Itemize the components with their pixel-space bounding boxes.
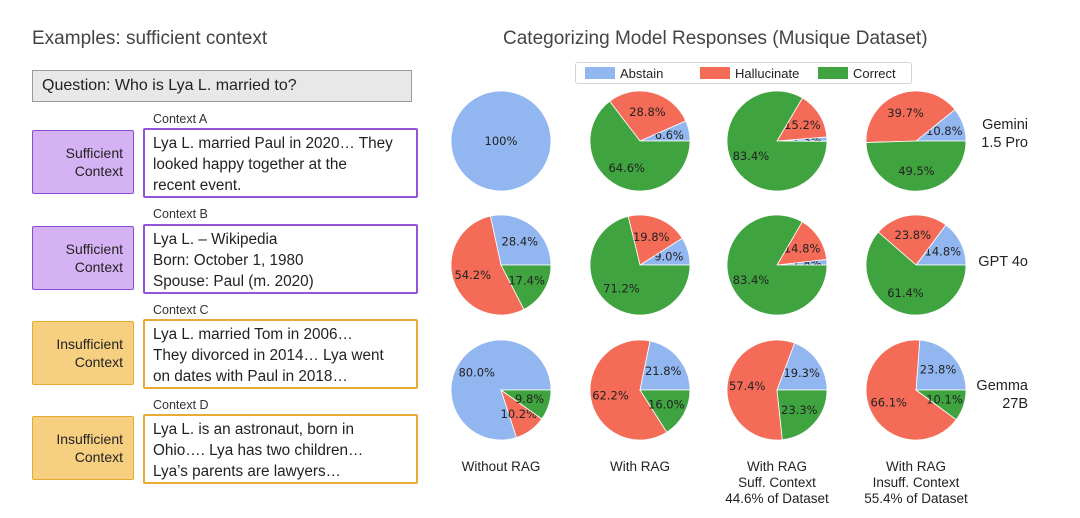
context-text-box: Lya L. married Tom in 2006… They divorce…: [143, 319, 418, 389]
pie-slice-hallucinate: [726, 339, 796, 441]
pie-slice-hallucinate: [609, 90, 687, 142]
pie-slice-abstain: [915, 339, 967, 391]
insufficient-context-tag: Insufficient Context: [32, 321, 134, 385]
pie-slice-hallucinate: [877, 214, 947, 266]
context-label: Context B: [153, 207, 208, 221]
pie-data-label: 14.8%: [925, 245, 962, 259]
pie-data-label: 10.2%: [501, 407, 538, 421]
model-label: Gemma 27B: [976, 378, 1028, 412]
pie-slice-correct: [726, 90, 828, 192]
left-panel-title: Examples: sufficient context: [32, 28, 268, 49]
column-label: With RAG Insuff. Context 55.4% of Datase…: [864, 459, 968, 506]
pie-slice-correct: [865, 140, 967, 192]
pie-data-label: 57.4%: [729, 379, 766, 393]
pie-data-label: 83.4%: [733, 149, 770, 163]
pie-data-label: 17.4%: [508, 274, 545, 288]
pie-slice-hallucinate: [450, 215, 525, 316]
pie-data-label: 71.2%: [603, 282, 640, 296]
pie-slice-correct: [500, 264, 552, 310]
context-text-box: Lya L. is an astronaut, born in Ohio…. L…: [143, 414, 418, 484]
context-label: Context A: [153, 112, 208, 126]
pie-slice-correct: [865, 231, 967, 316]
pie-data-label: 23.3%: [781, 403, 818, 417]
context-label: Context C: [153, 303, 209, 317]
pie-slice-correct: [639, 389, 691, 433]
pie-slice-hallucinate: [865, 339, 957, 441]
insufficient-context-tag: Insufficient Context: [32, 416, 134, 480]
pie-data-label: 66.1%: [870, 396, 907, 410]
pie-slice-correct: [589, 100, 691, 192]
pie-data-label: 39.7%: [887, 106, 924, 120]
pie-data-label: 28.4%: [502, 235, 539, 249]
pie-slice-correct: [726, 214, 828, 316]
pie-data-label: 54.2%: [454, 268, 491, 282]
pie-data-label: 9.8%: [515, 392, 544, 406]
pie-slice-hallucinate: [589, 339, 668, 441]
pie-slice-correct: [914, 389, 967, 421]
pie-data-label: 23.8%: [895, 228, 932, 242]
column-label: With RAG: [609, 459, 670, 474]
pie-data-label: 28.8%: [629, 105, 666, 119]
pie-data-label: 15.2%: [784, 118, 821, 132]
pie-slice-correct: [499, 389, 552, 420]
pie-data-label: 10.8%: [926, 124, 963, 138]
context-label: Context D: [153, 398, 209, 412]
pie-slice-abstain: [450, 90, 552, 192]
pie-slice-hallucinate: [776, 97, 828, 142]
pie-data-label: 19.3%: [783, 366, 820, 380]
legend-swatch-abstain: [585, 67, 615, 79]
legend-label-correct: Correct: [853, 66, 896, 81]
pie-slice-hallucinate: [865, 90, 956, 143]
legend-label-hallucinate: Hallucinate: [735, 66, 800, 81]
pie-slice-correct: [776, 389, 828, 441]
sufficient-context-tag: Sufficient Context: [32, 130, 134, 194]
pie-data-label: 83.4%: [733, 273, 770, 287]
pie-data-label: 49.5%: [898, 164, 935, 178]
model-label: Gemini 1.5 Pro: [981, 117, 1028, 151]
context-text-box: Lya L. married Paul in 2020… They looked…: [143, 128, 418, 198]
pie-data-label: 62.2%: [592, 388, 629, 402]
pie-data-label: 21.8%: [645, 364, 682, 378]
column-label: With RAG Suff. Context 44.6% of Dataset: [725, 459, 829, 506]
legend-swatch-hallucinate: [700, 67, 730, 79]
pie-slice-abstain: [776, 342, 828, 391]
pie-data-label: 9.0%: [654, 250, 683, 264]
pie-slice-correct: [589, 215, 691, 316]
pie-data-label: 64.6%: [608, 161, 645, 175]
model-label: GPT 4o: [978, 254, 1028, 270]
chart-title: Categorizing Model Responses (Musique Da…: [503, 28, 928, 49]
pie-data-label: 61.4%: [887, 286, 924, 300]
pie-data-label: 100%: [485, 134, 518, 148]
pie-slice-abstain: [639, 340, 691, 391]
legend: Abstain Hallucinate Correct: [575, 62, 912, 84]
pie-data-label: 10.1%: [926, 392, 963, 406]
context-text-box: Lya L. – Wikipedia Born: October 1, 1980…: [143, 224, 418, 294]
pie-data-label: 80.0%: [458, 365, 495, 379]
legend-swatch-correct: [818, 67, 848, 79]
question-box: Question: Who is Lya L. married to?: [32, 70, 412, 102]
sufficient-context-tag: Sufficient Context: [32, 226, 134, 290]
pie-data-label: 23.8%: [920, 363, 957, 377]
pie-data-label: 16.0%: [648, 397, 685, 411]
legend-label-abstain: Abstain: [620, 66, 664, 81]
pie-slice-abstain: [489, 214, 552, 266]
pie-slice-hallucinate: [627, 214, 683, 266]
column-label: Without RAG: [461, 459, 541, 474]
pie-data-label: 14.8%: [784, 242, 821, 256]
pie-data-label: 19.8%: [633, 230, 670, 244]
